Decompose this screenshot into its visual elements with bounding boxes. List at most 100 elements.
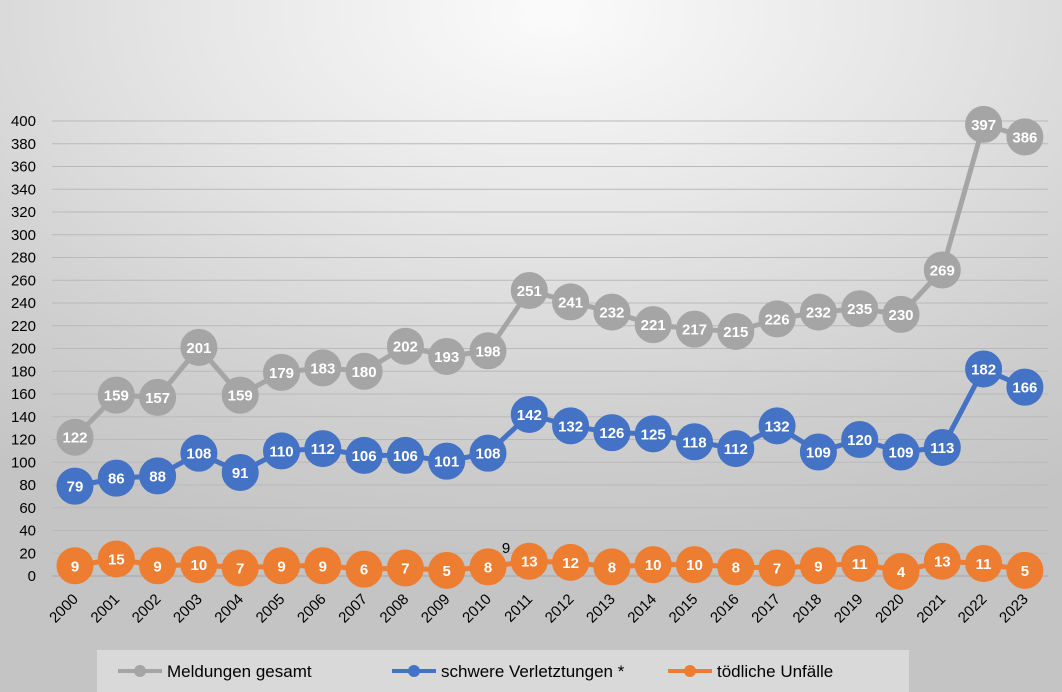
data-label: 118 xyxy=(682,434,706,451)
data-point xyxy=(510,271,548,309)
data-point xyxy=(593,293,631,331)
data-label: 101 xyxy=(434,454,459,471)
legend-marker xyxy=(134,665,146,677)
data-point xyxy=(965,105,1003,143)
data-point xyxy=(56,467,94,505)
data-point xyxy=(841,421,879,458)
data-label: 7 xyxy=(236,561,244,578)
data-point xyxy=(634,415,672,453)
data-point xyxy=(593,414,631,452)
x-tick-label: 2018 xyxy=(790,591,826,627)
x-tick-label: 2004 xyxy=(211,591,247,627)
y-tick-label: 200 xyxy=(11,341,36,358)
data-point xyxy=(263,353,300,391)
data-label: 142 xyxy=(517,407,542,424)
x-tick-label: 2010 xyxy=(459,591,495,627)
data-point xyxy=(304,430,342,468)
data-point xyxy=(758,407,796,445)
data-label: 110 xyxy=(269,443,293,460)
data-label: 201 xyxy=(186,340,211,357)
data-point xyxy=(1006,118,1044,156)
data-label: 132 xyxy=(765,418,790,435)
data-label: 9 xyxy=(153,558,161,575)
y-tick-label: 160 xyxy=(11,386,36,403)
data-point xyxy=(965,544,1003,582)
data-point xyxy=(139,457,177,495)
data-point xyxy=(758,549,796,587)
data-label: 9 xyxy=(277,558,285,575)
data-point xyxy=(1006,551,1044,589)
data-label: 112 xyxy=(724,441,748,458)
series-line-2 xyxy=(74,556,1026,574)
data-label: 108 xyxy=(186,446,211,463)
data-label: 251 xyxy=(517,283,542,300)
y-tick-label: 340 xyxy=(11,181,36,198)
data-label: 4 xyxy=(897,564,906,581)
data-point xyxy=(263,547,300,585)
data-label: 79 xyxy=(67,479,84,496)
data-label: 232 xyxy=(599,305,624,322)
data-label: 8 xyxy=(608,559,616,576)
y-tick-label: 80 xyxy=(19,477,36,494)
data-point xyxy=(965,350,1003,388)
data-point xyxy=(799,293,837,331)
data-label: 86 xyxy=(108,471,125,488)
data-point xyxy=(882,552,920,590)
x-tick-label: 2015 xyxy=(666,591,702,627)
data-point xyxy=(593,548,631,586)
y-tick-label: 220 xyxy=(11,318,36,335)
data-point xyxy=(304,349,342,387)
y-tick-label: 20 xyxy=(19,545,36,562)
data-point xyxy=(882,433,920,471)
data-point xyxy=(428,551,466,589)
data-point xyxy=(552,283,590,321)
data-point xyxy=(97,540,135,578)
data-point xyxy=(97,459,135,497)
data-point xyxy=(221,376,259,414)
data-point xyxy=(428,442,466,480)
data-label: 7 xyxy=(773,561,781,578)
data-point xyxy=(345,352,383,390)
data-point xyxy=(180,546,218,584)
data-label: 8 xyxy=(484,559,492,576)
data-point xyxy=(841,290,879,328)
x-tick-label: 2000 xyxy=(46,591,82,627)
data-label: 109 xyxy=(888,445,913,462)
x-tick-label: 2021 xyxy=(914,591,950,627)
data-point xyxy=(56,418,94,456)
data-label: 9 xyxy=(71,558,79,575)
data-label: 109 xyxy=(806,445,831,462)
x-tick-label: 2017 xyxy=(748,591,784,627)
data-label: 198 xyxy=(475,343,500,360)
data-point xyxy=(1006,368,1044,406)
data-point xyxy=(345,550,383,588)
data-label: 11 xyxy=(852,556,868,573)
x-tick-label: 2009 xyxy=(418,591,454,627)
data-point xyxy=(799,547,837,585)
data-label: 221 xyxy=(641,317,666,334)
data-point xyxy=(180,328,218,366)
data-point xyxy=(469,434,507,472)
y-tick-label: 260 xyxy=(11,272,36,289)
data-point xyxy=(510,395,548,433)
legend-box xyxy=(97,650,909,692)
data-point xyxy=(139,547,177,585)
data-point xyxy=(386,549,424,587)
data-point xyxy=(469,332,507,370)
data-point xyxy=(758,300,796,338)
data-label: 166 xyxy=(1012,380,1037,397)
data-label: 88 xyxy=(149,468,166,485)
y-tick-label: 120 xyxy=(11,432,36,449)
data-label: 106 xyxy=(393,448,418,465)
data-point xyxy=(552,543,590,581)
y-tick-label: 180 xyxy=(11,363,36,380)
data-point xyxy=(304,547,342,585)
data-label: 217 xyxy=(682,322,707,339)
data-label: 226 xyxy=(765,311,790,328)
data-point xyxy=(717,548,755,586)
x-tick-label: 2012 xyxy=(542,591,578,627)
data-label: 122 xyxy=(62,430,87,447)
legend-marker xyxy=(408,665,420,677)
data-label: 91 xyxy=(232,465,249,482)
